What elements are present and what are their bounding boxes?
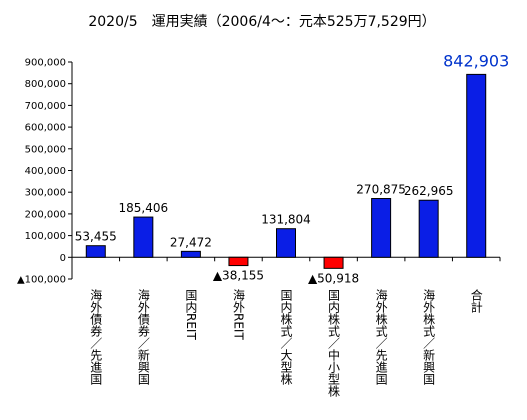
bar [418, 199, 439, 258]
bar [228, 256, 249, 267]
y-tick-label: ▲100,000 [17, 275, 66, 286]
data-label: 185,406 [119, 201, 169, 215]
x-tick-label: 合計 [469, 288, 483, 313]
bar [276, 228, 296, 258]
y-tick-label: 100,000 [25, 231, 66, 242]
y-tick-label: 200,000 [25, 209, 66, 220]
y-tick-label: 700,000 [25, 101, 66, 112]
bar [371, 198, 392, 258]
y-tick-label: 500,000 [25, 144, 66, 155]
data-label: 270,875 [356, 183, 406, 197]
data-label: 262,965 [404, 184, 454, 198]
data-label: 842,903 [443, 51, 509, 70]
x-tick-label: 海外REIT [231, 288, 245, 341]
bar [180, 250, 201, 258]
x-tick-label: 海外株式／新興国 [422, 288, 436, 385]
y-tick-label: 0 [60, 253, 66, 264]
x-tick-label: 海外債券／先進国 [89, 288, 103, 385]
x-tick-label: 海外株式／先進国 [374, 288, 388, 385]
y-tick-label: 400,000 [25, 166, 66, 177]
bar [133, 216, 154, 258]
data-label: 53,455 [75, 230, 117, 244]
data-label: ▲50,918 [308, 271, 359, 285]
data-label: 27,472 [170, 235, 212, 249]
chart-title: 2020/5 運用実績（2006/4～：元本525万7,529円） [88, 14, 435, 30]
data-label: 131,804 [261, 213, 311, 227]
x-tick-label: 国内株式／大型株 [279, 289, 293, 385]
y-tick-label: 800,000 [25, 79, 66, 90]
bar [323, 256, 344, 269]
bar [466, 73, 487, 258]
data-label: ▲38,155 [213, 269, 264, 283]
y-tick-label: 300,000 [25, 188, 66, 199]
plot-area: ▲100,000 0 100,000 200,000 300,000 400,000 500… [17, 51, 509, 397]
x-tick-label: 国内REIT [184, 289, 198, 340]
bar [85, 245, 106, 258]
y-tick-label: 600,000 [25, 123, 66, 134]
y-tick-label: 900,000 [25, 58, 66, 69]
x-tick-label: 海外債券／新興国 [136, 288, 150, 385]
x-tick-label: 国内株式／中小型株 [327, 289, 341, 397]
